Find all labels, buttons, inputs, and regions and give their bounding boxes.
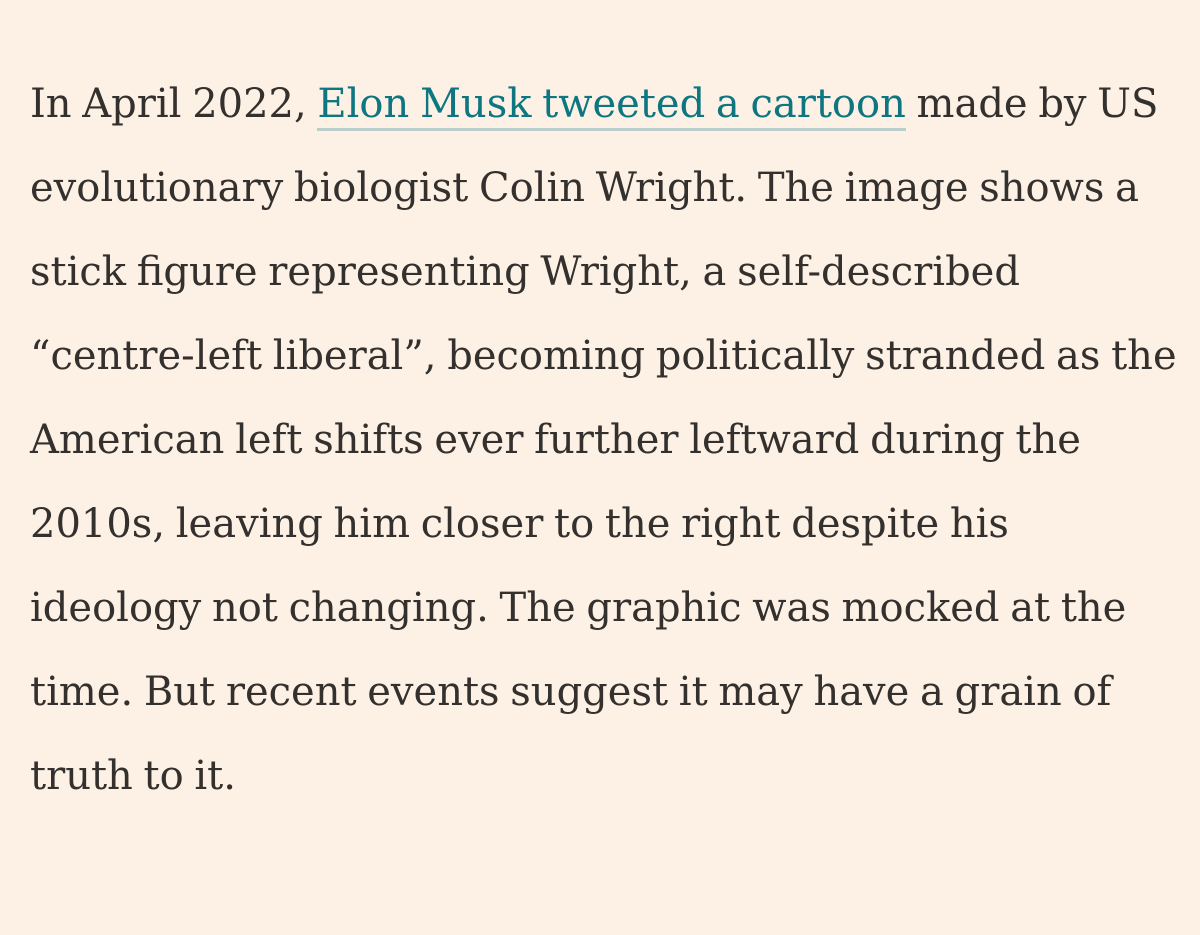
cartoon-tweet-link[interactable]: Elon Musk tweeted a cartoon (317, 81, 906, 131)
article-paragraph: In April 2022, Elon Musk tweeted a carto… (30, 62, 1180, 818)
paragraph-text-intro: In April 2022, (30, 81, 318, 127)
paragraph-text-body: made by US evolutionary biologist Colin … (30, 81, 1177, 799)
article-body: In April 2022, Elon Musk tweeted a carto… (30, 62, 1180, 818)
